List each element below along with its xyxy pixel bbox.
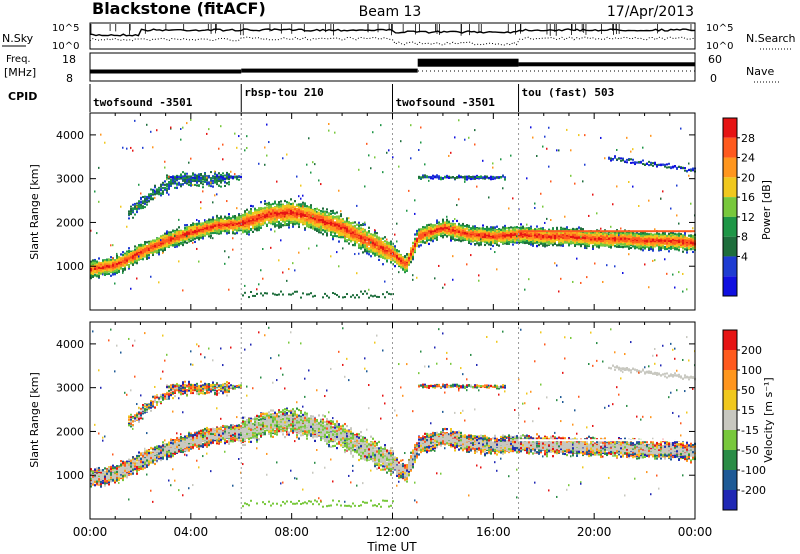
nsky-tick-bottom: 10^0 [52,41,79,52]
power-colorbar-tick: 8 [741,231,748,244]
velocity-colorbar-swatch [723,470,737,490]
cpid-segment-label: tou (fast) 503 [522,86,615,99]
cpid-segment-label: twofsound -3501 [396,96,496,109]
power-colorbar-swatch [723,118,737,138]
power-colorbar-label: Power [dB] [760,180,773,240]
nsearch-tick-bottom: 10^0 [706,41,733,52]
cpid-strip: CPID twofsound -3501 rbsp-tou 210 twofsoun… [8,84,614,112]
power-ytick: 1000 [56,260,84,273]
nave-tick-bottom: 0 [710,72,717,85]
x-axis-label: Time UT [366,540,417,554]
x-tick-label: 04:00 [174,525,209,539]
power-ytick: 2000 [56,216,84,229]
velocity-colorbar-swatch [723,330,737,350]
velocity-ylabel: Slant Range [km] [28,372,41,468]
velocity-colorbar-tick: 15 [741,404,755,417]
velocity-colorbar-swatch [723,490,737,510]
power-colorbar-swatch [723,138,737,158]
velocity-colorbar-tick: 200 [741,344,762,357]
velocity-colorbar-swatch [723,430,737,450]
power-colorbar-tick: 16 [741,191,755,204]
velocity-colorbar-swatch [723,350,737,370]
nsky-tick-top: 10^5 [52,23,79,34]
nsky-panel: N.Sky 10^5 10^0 10^5 10^0 N.Search [2,23,796,52]
nave-tick-top: 60 [708,53,722,66]
date-title: 17/Apr/2013 [607,4,694,20]
x-tick-label: 00:00 [73,525,108,539]
freq-label-1: Freq. [6,54,31,65]
velocity-ytick: 3000 [56,382,84,395]
freq-panel: Freq. [MHz] 18 8 60 0 Nave [4,53,780,85]
freq-step [418,59,519,67]
nsky-label: N.Sky [2,32,34,45]
x-tick-label: 08:00 [274,525,309,539]
x-tick-label: 16:00 [476,525,511,539]
freq-trace [90,59,695,74]
power-colorbar-swatch [723,158,737,178]
cpid-segment-label: rbsp-tou 210 [244,86,323,99]
power-colorbar-swatch [723,217,737,237]
velocity-colorbar-tick: -50 [741,444,759,457]
power-colorbar-tick: 4 [741,250,748,263]
velocity-ytick: 1000 [56,469,84,482]
x-tick-label: 12:00 [375,525,410,539]
power-ytick: 4000 [56,129,84,142]
radar-summary-plot: Blackstone (fitACF) Beam 13 17/Apr/2013 … [0,0,800,554]
power-ylabel: Slant Range [km] [28,164,41,260]
nsearch-label: N.Search [746,32,796,45]
nsky-trace [90,24,695,45]
power-colorbar-tick: 28 [741,132,755,145]
power-colorbar-swatch [723,237,737,257]
velocity-panel: 1000 2000 3000 4000 Slant Range [km] 200 100… [28,322,775,554]
power-colorbar-swatch [723,276,737,296]
nave-label: Nave [746,65,774,78]
cpid-label: CPID [8,90,37,103]
power-colorbar-swatch [723,177,737,197]
velocity-colorbar-tick: -200 [741,484,766,497]
velocity-colorbar-swatch [723,450,737,470]
velocity-colorbar-tick: 50 [741,384,755,397]
freq-label-2: [MHz] [4,66,36,79]
velocity-colorbar-tick: 100 [741,364,762,377]
velocity-colorbar-tick: -15 [741,424,759,437]
nsearch-tick-top: 10^5 [706,23,733,34]
power-colorbar-tick: 24 [741,152,755,165]
power-panel: 1000 2000 3000 4000 Slant Range [km] 28 24 20… [28,113,773,310]
x-tick-label: 00:00 [678,525,713,539]
velocity-colorbar-tick: -100 [741,464,766,477]
velocity-ytick: 2000 [56,425,84,438]
velocity-colorbar-swatch [723,390,737,410]
power-ytick: 3000 [56,173,84,186]
beam-title: Beam 13 [359,4,422,20]
velocity-colorbar-label: Velocity [m s⁻¹] [762,377,775,462]
freq-step [241,69,417,73]
power-colorbar-tick: 12 [741,211,755,224]
freq-tick-top: 18 [62,53,76,66]
power-colorbar-swatch [723,256,737,276]
velocity-colorbar-swatch [723,370,737,390]
freq-tick-bottom: 8 [66,72,73,85]
station-title: Blackstone (fitACF) [92,0,266,18]
cpid-segment-label: twofsound -3501 [93,96,193,109]
velocity-colorbar-swatch [723,410,737,430]
x-tick-label: 20:00 [577,525,612,539]
power-colorbar-swatch [723,197,737,217]
power-colorbar-tick: 20 [741,171,755,184]
velocity-ytick: 4000 [56,338,84,351]
nsearch-line [90,37,695,45]
freq-step [519,62,695,66]
